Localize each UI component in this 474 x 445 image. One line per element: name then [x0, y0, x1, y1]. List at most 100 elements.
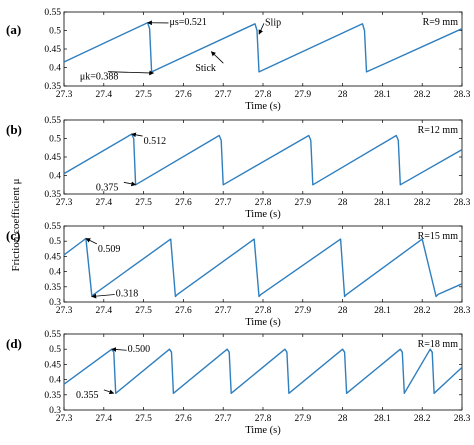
x-tick-label: 28.2 — [414, 198, 431, 208]
x-tick-label: 27.6 — [175, 414, 192, 424]
x-tick-label: 27.5 — [135, 198, 152, 208]
y-tick-label: 0.5 — [49, 345, 61, 355]
x-tick-label: 27.3 — [56, 198, 73, 208]
annotation-label: 0.375 — [96, 182, 119, 193]
y-tick-label: 0.45 — [44, 153, 61, 163]
x-tick-label: 28.3 — [454, 414, 471, 424]
x-tick-label: 27.4 — [95, 414, 112, 424]
panel-label: (a) — [6, 22, 21, 37]
panel-3: 27.3 27.4 27.5 27.6 27.7 27.8 27.9 28 28.1 28.2 28… — [6, 330, 471, 436]
x-axis-label: Time (s) — [245, 425, 281, 436]
x-tick-label: 27.3 — [56, 306, 73, 316]
radius-label: R=18 mm — [418, 339, 459, 350]
x-axis-label: Time (s) — [245, 101, 281, 112]
annotation-label: 0.500 — [128, 344, 150, 355]
x-tick-label: 28.3 — [454, 306, 471, 316]
annotation-arrow — [210, 51, 224, 64]
x-tick-label: 27.3 — [56, 414, 73, 424]
radius-label: R=9 mm — [423, 17, 459, 28]
y-tick-label: 0.3 — [49, 298, 61, 308]
annotation-arrow — [85, 238, 98, 245]
annotation-label: 0.318 — [116, 289, 138, 300]
annotation-label: 0.512 — [144, 136, 167, 147]
annotation-label: μk=0.388 — [80, 72, 119, 83]
y-tick-label: 0.45 — [44, 45, 61, 55]
x-tick-label: 27.9 — [294, 306, 311, 316]
y-tick-label: 0.4 — [49, 64, 61, 74]
radius-label: R=15 mm — [418, 231, 459, 242]
annotation-arrow — [91, 293, 115, 299]
annotation-label: 0.509 — [98, 244, 121, 255]
x-tick-label: 28.2 — [414, 90, 431, 100]
x-tick-label: 27.4 — [95, 306, 112, 316]
panel-label: (d) — [6, 336, 22, 351]
panel-1: 27.3 27.4 27.5 27.6 27.7 27.8 27.9 28 28.1 28.2 28… — [6, 116, 471, 220]
y-tick-label: 0.35 — [44, 82, 61, 92]
x-tick-label: 27.3 — [56, 90, 73, 100]
x-tick-label: 27.7 — [215, 198, 232, 208]
panel-label: (c) — [6, 228, 20, 243]
x-tick-label: 27.8 — [255, 414, 272, 424]
y-tick-label: 0.4 — [49, 172, 61, 182]
y-tick-label: 0.5 — [49, 27, 61, 37]
x-tick-label: 28 — [338, 306, 348, 316]
y-tick-label: 0.4 — [49, 268, 61, 278]
x-tick-label: 27.6 — [175, 90, 192, 100]
friction-series-line — [63, 348, 463, 394]
x-tick-label: 28.3 — [454, 198, 471, 208]
x-tick-label: 27.9 — [294, 414, 311, 424]
annotation-arrow — [103, 389, 115, 395]
annotation-label: 0.355 — [76, 390, 99, 401]
x-tick-label: 27.4 — [95, 198, 112, 208]
friction-series-line — [63, 133, 463, 186]
panel-label: (b) — [6, 122, 22, 137]
x-tick-label: 27.6 — [175, 198, 192, 208]
x-tick-label: 27.4 — [95, 90, 112, 100]
y-tick-label: 0.55 — [44, 8, 61, 18]
annotation-label: μs=0.521 — [169, 17, 206, 28]
x-tick-label: 28.1 — [374, 306, 391, 316]
x-tick-label: 27.8 — [255, 306, 272, 316]
y-tick-label: 0.3 — [49, 406, 61, 416]
x-tick-label: 28.2 — [414, 414, 431, 424]
x-tick-label: 28.1 — [374, 198, 391, 208]
x-axis-label: Time (s) — [245, 317, 281, 328]
x-tick-label: 27.8 — [255, 90, 272, 100]
x-axis-label: Time (s) — [245, 209, 281, 220]
x-tick-label: 27.7 — [215, 414, 232, 424]
x-tick-label: 28.2 — [414, 306, 431, 316]
x-tick-label: 28.3 — [454, 90, 471, 100]
panel-2: 27.3 27.4 27.5 27.6 27.7 27.8 27.9 28 28.1 28.2 28… — [6, 222, 471, 328]
friction-series-line — [63, 22, 463, 73]
plot-frame — [63, 11, 463, 87]
y-tick-label: 0.35 — [44, 391, 61, 401]
annotation-arrow — [123, 181, 137, 187]
y-tick-label: 0.55 — [44, 116, 61, 126]
plot-frame — [63, 333, 463, 411]
x-tick-label: 27.5 — [135, 414, 152, 424]
y-tick-label: 0.45 — [44, 252, 61, 262]
x-tick-label: 27.7 — [215, 90, 232, 100]
y-tick-label: 0.5 — [49, 237, 61, 247]
annotation-arrow — [107, 70, 155, 76]
y-tick-label: 0.5 — [49, 135, 61, 145]
x-tick-label: 28 — [338, 198, 348, 208]
annotation-arrow — [258, 23, 265, 35]
annotation-label: Stick — [195, 63, 216, 74]
y-tick-label: 0.55 — [44, 330, 61, 340]
x-tick-label: 27.5 — [135, 306, 152, 316]
annotation-arrow — [131, 132, 143, 138]
x-tick-label: 27.9 — [294, 198, 311, 208]
x-tick-label: 27.9 — [294, 90, 311, 100]
y-tick-label: 0.35 — [44, 283, 61, 293]
x-tick-label: 27.6 — [175, 306, 192, 316]
x-tick-label: 28 — [338, 414, 348, 424]
y-axis-label: Friction coefficient μ — [10, 178, 22, 271]
x-tick-label: 28.1 — [374, 90, 391, 100]
y-tick-label: 0.55 — [44, 222, 61, 232]
x-tick-label: 27.7 — [215, 306, 232, 316]
annotation-arrow — [111, 347, 127, 352]
radius-label: R=12 mm — [418, 125, 459, 136]
x-tick-label: 27.5 — [135, 90, 152, 100]
